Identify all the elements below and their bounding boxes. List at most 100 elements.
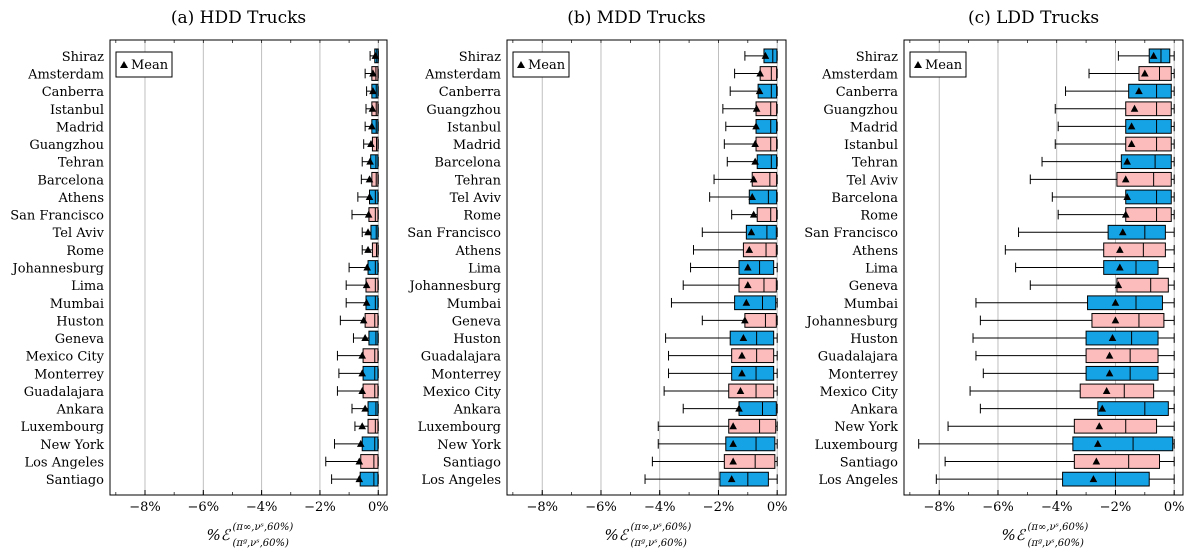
mean-marker [752,104,761,112]
box-iqr [371,242,379,258]
mean-marker [368,122,376,130]
box-iqr [723,454,776,469]
box-iqr [744,313,777,328]
legend-label: Mean [131,58,169,73]
box-lima: Lima [71,277,379,294]
mean-marker [1116,245,1124,253]
mean-marker [356,439,365,447]
category-label: Amsterdam [27,68,104,83]
chart-title: (c) LDD Trucks [968,8,1099,28]
plot-frame [506,39,787,496]
legend-mean-marker [914,61,922,68]
plot-frame [903,39,1184,496]
category-label: San Francisco [407,226,501,241]
box-ankara: Ankara [56,401,379,418]
box-iqr [367,418,379,434]
box-monterrey: Monterrey [828,365,1175,382]
box-iqr [731,348,775,364]
legend-label: Mean [925,58,963,73]
box-shiraz: Shiraz [459,48,778,65]
x-tick-label: 0% [368,500,389,515]
box-iqr [1091,313,1165,328]
box-johannesburg: Johannesburg [804,313,1175,329]
mean-marker [751,140,759,148]
category-label: Barcelona [831,191,898,206]
box-iqr [728,383,775,399]
mean-marker [1105,351,1114,359]
box-mexico-city: Mexico City [26,348,379,365]
mean-marker [367,140,375,148]
box-iqr [1125,189,1172,205]
mean-marker [369,87,377,95]
category-label: New York [834,420,898,435]
box-monterrey: Monterrey [431,365,778,382]
category-label: Johannesburg [10,262,104,277]
box-iqr [742,242,777,258]
mean-marker [751,157,759,165]
box-iqr [371,136,379,152]
box-iqr [719,471,769,487]
x-axis-label-sup: (π∞,νˢ,60%) [1028,522,1089,533]
category-label: Monterrey [431,367,502,382]
box-barcelona: Barcelona [434,154,778,171]
mean-marker [729,457,737,465]
x-tick-label: −8% [923,500,955,515]
category-label: Mexico City [423,385,502,400]
box-san-francisco: San Francisco [407,224,778,241]
mean-marker [748,192,757,200]
mean-marker [756,69,764,77]
mean-marker [1123,157,1131,165]
category-label: Shiraz [459,50,501,65]
category-label: Guangzhou [823,103,898,118]
box-mumbai: Mumbai [50,295,379,312]
chart-title: (b) MDD Trucks [567,8,706,28]
box-istanbul: Istanbul [50,101,379,118]
mean-marker [363,263,371,271]
box-iqr [1103,242,1166,258]
category-label: Guangzhou [426,103,501,118]
category-label: New York [40,438,104,453]
box-iqr [734,295,777,311]
box-iqr [738,260,775,275]
box-mumbai: Mumbai [844,295,1175,312]
category-label: Istanbul [447,120,501,135]
box-rome: Rome [860,207,1175,224]
x-tick-label: −6% [188,500,220,515]
category-label: Guadalajara [818,350,898,365]
box-guangzhou: Guangzhou [426,101,778,118]
x-tick-label: −4% [644,500,676,515]
box-iqr [1085,365,1159,381]
box-iqr [1128,83,1172,99]
mean-marker [1121,175,1130,183]
category-label: Barcelona [37,173,104,188]
category-label: Los Angeles [421,473,501,488]
mean-marker [359,316,368,324]
mean-marker [1098,404,1107,412]
box-santiago: Santiago [46,471,379,488]
category-label: Madrid [453,138,501,153]
box-iqr [1079,383,1155,399]
box-iqr [725,436,776,452]
box-guangzhou: Guangzhou [823,101,1175,118]
category-label: Luxembourg [21,420,104,435]
mean-marker [1127,140,1136,148]
box-luxembourg: Luxembourg [815,436,1175,453]
mean-marker [362,281,371,289]
x-axis-label: %ℰ [605,526,630,544]
mean-marker [1092,457,1101,465]
x-tick-label: 0% [1164,500,1185,515]
mean-marker [736,386,745,394]
mean-marker [1105,369,1114,377]
box-huston: Huston [850,330,1175,347]
mean-marker [1111,316,1120,324]
box-canberra: Canberra [42,83,379,100]
box-iqr [361,436,379,452]
box-tel-aviv: Tel Aviv [53,224,379,241]
box-santiago: Santiago [443,454,778,470]
legend-mean-marker [517,61,525,68]
box-iqr [1125,207,1172,222]
box-iqr [1073,418,1158,434]
x-axis-label: %ℰ [1002,526,1027,544]
category-label: Santiago [46,473,104,488]
mean-marker [358,369,367,377]
